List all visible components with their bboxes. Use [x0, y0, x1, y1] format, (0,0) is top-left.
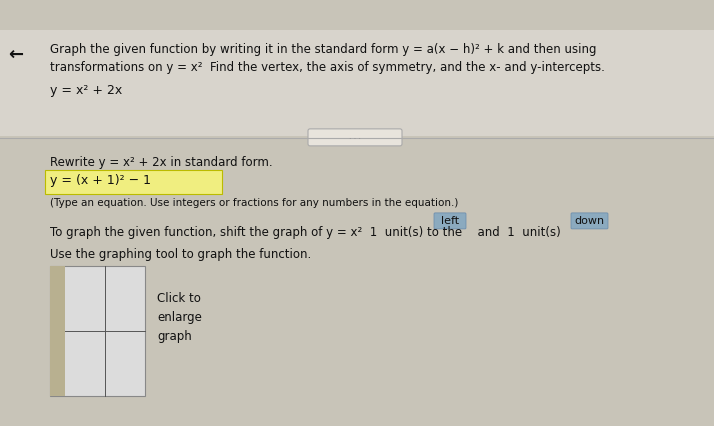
Text: transformations on y = x²  Find the vertex, the axis of symmetry, and the x- and: transformations on y = x² Find the verte…	[50, 61, 605, 74]
FancyBboxPatch shape	[571, 213, 608, 229]
Text: . . .: . . .	[349, 132, 361, 141]
Text: and  1  unit(s): and 1 unit(s)	[470, 226, 560, 239]
Text: down: down	[574, 216, 604, 226]
Text: left: left	[441, 216, 459, 226]
Text: ←: ←	[8, 46, 23, 64]
Text: (Type an equation. Use integers or fractions for any numbers in the equation.): (Type an equation. Use integers or fract…	[50, 198, 458, 208]
Text: y = (x + 1)² − 1: y = (x + 1)² − 1	[50, 174, 151, 187]
FancyBboxPatch shape	[50, 266, 145, 396]
Text: Use the graphing tool to graph the function.: Use the graphing tool to graph the funct…	[50, 248, 311, 261]
Text: y = x² + 2x: y = x² + 2x	[50, 84, 122, 97]
Text: To graph the given function, shift the graph of y = x²  1  unit(s) to the: To graph the given function, shift the g…	[50, 226, 462, 239]
Text: Rewrite y = x² + 2x in standard form.: Rewrite y = x² + 2x in standard form.	[50, 156, 273, 169]
FancyBboxPatch shape	[50, 266, 65, 396]
FancyBboxPatch shape	[434, 213, 466, 229]
Text: Graph the given function by writing it in the standard form y = a(x − h)² + k an: Graph the given function by writing it i…	[50, 43, 596, 56]
Text: Click to
enlarge
graph: Click to enlarge graph	[157, 293, 202, 343]
FancyBboxPatch shape	[45, 170, 222, 194]
FancyBboxPatch shape	[308, 129, 402, 146]
FancyBboxPatch shape	[0, 30, 714, 136]
